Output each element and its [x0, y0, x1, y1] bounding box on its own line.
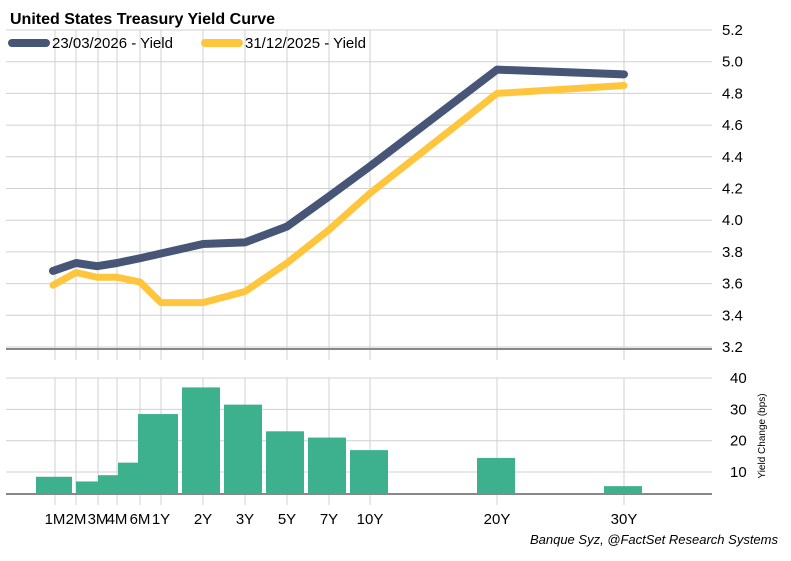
x-tick-label: 5Y — [278, 511, 296, 528]
bar-1M — [36, 476, 72, 494]
lower-y-tick-label: 30 — [730, 401, 747, 418]
upper-y-tick-label: 4.0 — [722, 212, 743, 229]
bar-7Y — [350, 450, 388, 494]
lower-y-tick-label: 10 — [730, 464, 747, 481]
series-line-23-03-2026 — [49, 65, 628, 275]
bar-3Y — [266, 431, 304, 494]
lower-y-tick-label: 40 — [730, 370, 747, 387]
x-tick-label: 2M — [66, 511, 87, 528]
x-tick-label: 1Y — [152, 511, 170, 528]
upper-y-tick-label: 3.8 — [722, 244, 743, 261]
source-note: Banque Syz, @FactSet Research Systems — [530, 532, 779, 547]
bar-2M — [76, 481, 98, 494]
bar-20Y — [477, 457, 515, 494]
bar-3M — [98, 475, 118, 494]
x-tick-label: 3M — [88, 511, 109, 528]
x-tick-label: 30Y — [611, 511, 638, 528]
x-tick-label: 3Y — [236, 511, 254, 528]
lower-y-axis-label: Yield Change (bps) — [757, 393, 768, 478]
upper-y-tick-label: 4.8 — [722, 85, 743, 102]
upper-y-tick-label: 5.0 — [722, 54, 743, 71]
x-tick-label: 10Y — [357, 511, 384, 528]
upper-y-tick-label: 3.2 — [722, 339, 743, 356]
x-tick-label: 4M — [107, 511, 128, 528]
bar-6M — [138, 414, 178, 494]
yield-change-bars — [36, 387, 642, 494]
x-tick-label: 6M — [130, 511, 151, 528]
bar-5Y — [308, 437, 346, 494]
legend-label-1: 31/12/2025 - Yield — [245, 35, 366, 52]
upper-y-tick-label: 4.4 — [722, 149, 743, 166]
bar-2Y — [224, 404, 262, 494]
upper-y-tick-label: 4.2 — [722, 181, 743, 198]
series-line-31-12-2025 — [49, 81, 628, 307]
x-tick-label: 20Y — [484, 511, 511, 528]
yield-lines — [49, 65, 628, 307]
upper-y-axis: 5.2 5.0 4.8 4.6 4.4 4.2 4.0 3.8 3.6 3.4 3.2 — [722, 22, 743, 356]
legend[interactable]: 23/03/2026 - Yield 31/12/2025 - Yield — [8, 35, 366, 52]
upper-y-tick-label: 3.6 — [722, 276, 743, 293]
x-tick-label: 1M — [45, 511, 66, 528]
bar-1Y — [182, 387, 220, 494]
upper-y-tick-label: 5.2 — [722, 22, 743, 39]
lower-y-axis: 40 30 20 10 — [730, 370, 747, 481]
upper-y-tick-label: 3.4 — [722, 307, 743, 324]
grid-lines — [6, 29, 712, 505]
x-tick-label: 7Y — [320, 511, 338, 528]
x-tick-label: 2Y — [194, 511, 212, 528]
lower-y-tick-label: 20 — [730, 433, 747, 450]
upper-y-tick-label: 4.6 — [722, 117, 743, 134]
legend-label-0: 23/03/2026 - Yield — [52, 35, 173, 52]
chart-title: United States Treasury Yield Curve — [10, 11, 275, 28]
bar-30Y — [604, 486, 642, 494]
bar-4M — [118, 462, 138, 494]
